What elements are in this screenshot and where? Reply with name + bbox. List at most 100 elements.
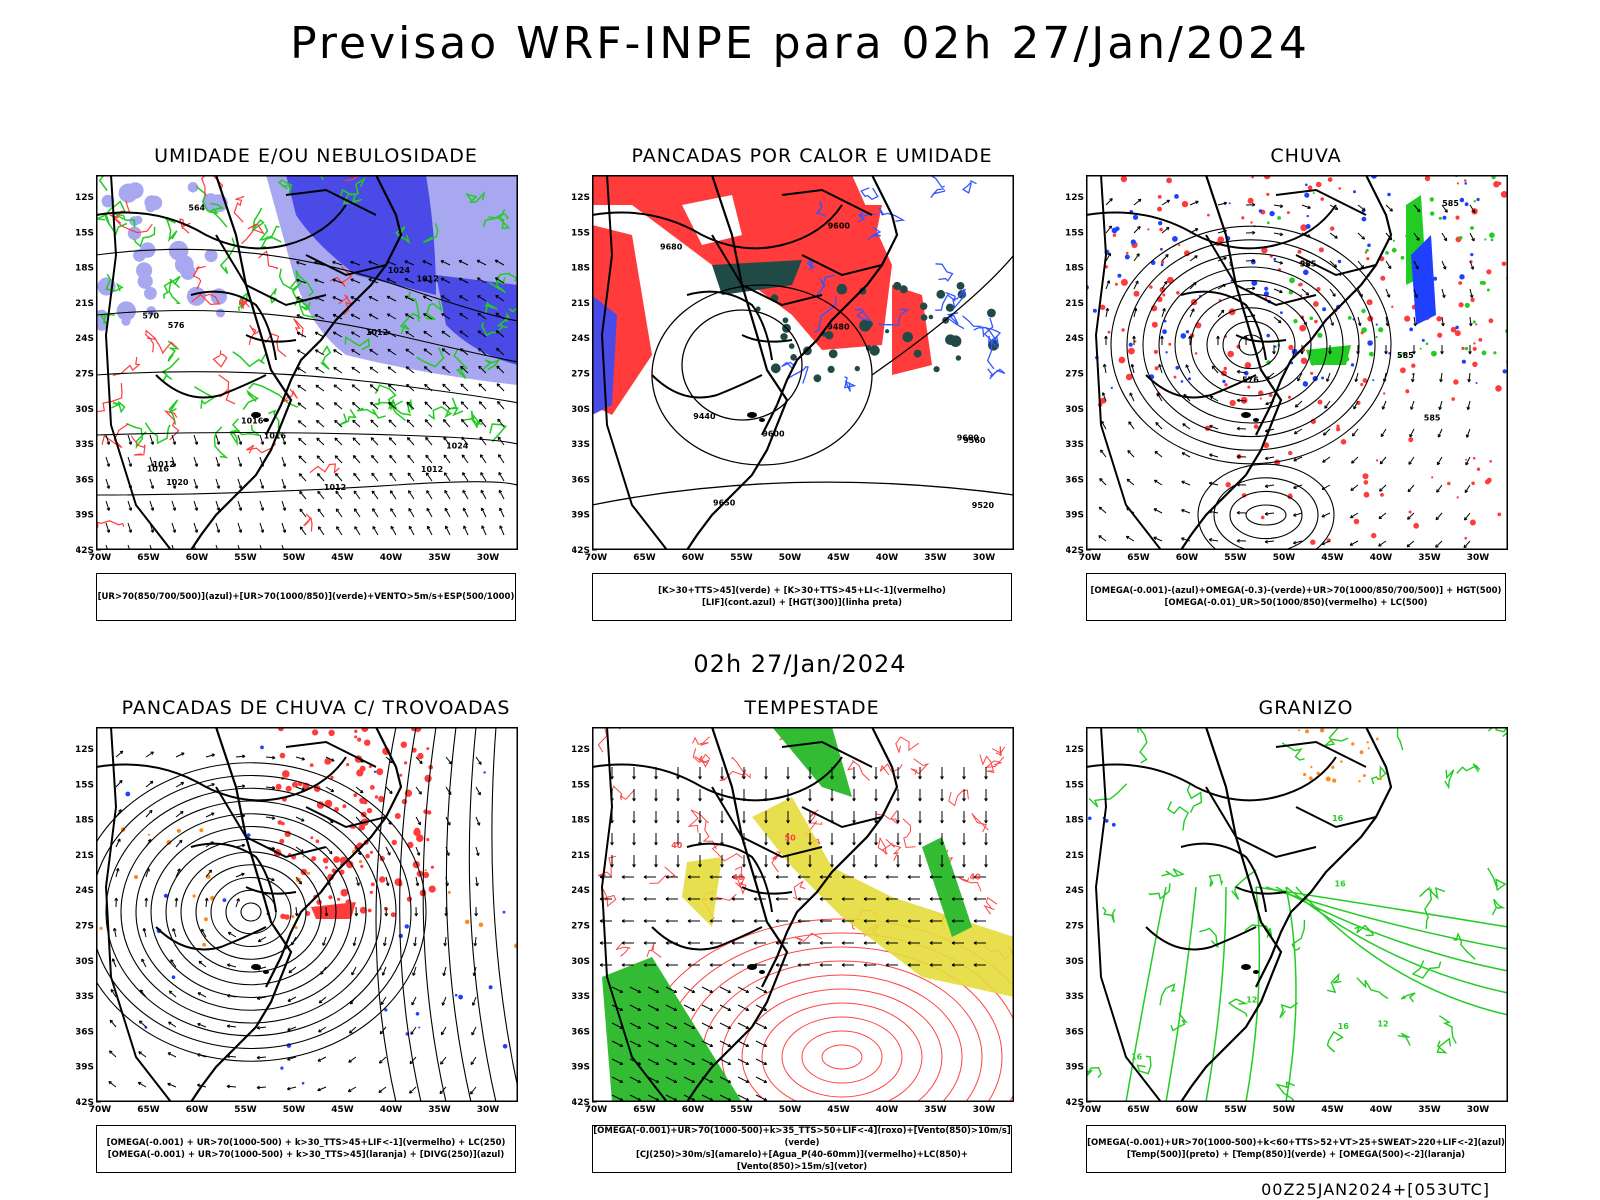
wind-vector-head [461,418,465,423]
omega-orange-patch [1366,741,1369,744]
wind-vector-head [477,348,482,352]
divergence-blue-patch [280,1066,284,1070]
wind-vector-head [424,401,428,405]
streamline-arrow [197,1023,207,1028]
streamline-arrow [439,1086,447,1095]
wind-vector-head [172,441,177,445]
wind-vector-head [128,529,133,533]
streamline-arrow [1321,540,1331,545]
rain-red-patch [1260,515,1265,520]
lon-tick-label: 70W [89,1105,112,1115]
storm-orange-patch [203,917,208,922]
streamline-arrow-head [1411,378,1415,383]
streamline-arrow [1441,316,1444,326]
wind-vector-head [333,402,338,406]
lon-tick-label: 50W [779,553,802,563]
rain-red-patch [1247,197,1254,204]
omega-orange-patch [1362,774,1366,778]
wind-vector [315,349,325,356]
wind-vector [497,436,505,446]
streamline-arrow [1469,288,1473,298]
lc250-streamline [150,825,352,999]
wind-vector-head [478,365,482,370]
rain-blue-patch [1475,382,1478,384]
wind-vector-head [443,454,448,458]
rain-green-patch [1470,226,1474,230]
wind-vector-head [372,508,376,512]
wind-vector-head [296,331,301,336]
wind-vector-head [907,919,911,923]
omega-orange-patch [1305,729,1309,734]
streamline-arrow [1128,421,1135,430]
wind-vector-head [336,526,340,530]
wind-vector-head [128,463,133,467]
streamline-arrow-head [1209,453,1213,457]
streamline-arrow-head [1293,513,1297,517]
streamline-arrow-head [1350,487,1354,491]
wind-vector-head [745,1097,750,1101]
wind-vector [388,384,397,392]
rain-red-patch [1229,399,1236,407]
convection-teal-patch [859,287,867,295]
jet-stream-yellow [682,857,722,927]
rain-red-patch [1375,459,1379,462]
lc250-streamline [422,727,447,1102]
state-border [686,290,773,361]
wind-vector-head [128,441,133,445]
rain-red-patch [1336,424,1340,428]
storm-red-patch [428,885,436,893]
wind-vector [441,330,451,338]
wind-vector-head [334,455,339,459]
rain-red-patch [1431,476,1434,479]
lif-contour [930,188,946,199]
lc250-streamline [135,813,367,1011]
streamline-arrow [235,785,245,788]
streamline-arrow-head [1162,308,1166,312]
streamline-arrow-head [150,751,154,755]
humidity-patch [204,249,218,263]
wind-vector [665,1022,677,1029]
lif-contour [878,207,906,222]
wind-vector-head [282,507,287,511]
lon-tick-label: 65W [137,553,160,563]
wind-vector [353,472,361,482]
convection-teal-patch [836,283,848,295]
storm-orange-patch [447,890,451,894]
storm-red-patch [354,735,358,739]
wind-vector [424,401,433,410]
rain-green-patch [1365,248,1369,252]
streamline-arrow [1468,372,1471,382]
streamline-arrow [1408,456,1415,465]
lon-tick-label: 40W [1370,553,1393,563]
streamline-arrow [295,786,305,791]
wind-vector [259,522,264,533]
legend-box: [OMEGA(-0.001) + UR>70(1000-500) + k>30_… [96,1125,516,1173]
wind-vector [461,419,469,428]
wind-vector-head [351,366,355,371]
streamline-arrow [145,809,153,818]
rain-green-patch [1419,347,1422,350]
streamline-arrow [1236,399,1247,402]
wind-vector-head [643,919,647,923]
state-border [305,806,387,829]
wind-vector-head [390,525,394,530]
wind-vector-head [390,508,394,512]
wind-vector [440,277,451,284]
streamline-arrow [1382,400,1387,410]
streamline-arrow [175,868,181,878]
streamline-arrow [1189,200,1199,206]
streamline-arrow-head [1353,406,1357,410]
lif-contour [787,366,809,384]
rain-green-patch [1309,316,1314,321]
wind-vector [497,401,505,410]
contour-label: 1012 [324,483,346,492]
streamline-arrow-head [477,791,481,796]
wind-vector-head [727,989,732,993]
storm-orange-patch [478,922,484,928]
wind-vector-head [350,260,354,265]
lif-contour [945,312,965,330]
convection-teal-patch [987,308,996,318]
wind-vector-head [808,798,812,802]
pw-contour [597,855,617,878]
lon-tick-label: 30W [477,1105,500,1115]
